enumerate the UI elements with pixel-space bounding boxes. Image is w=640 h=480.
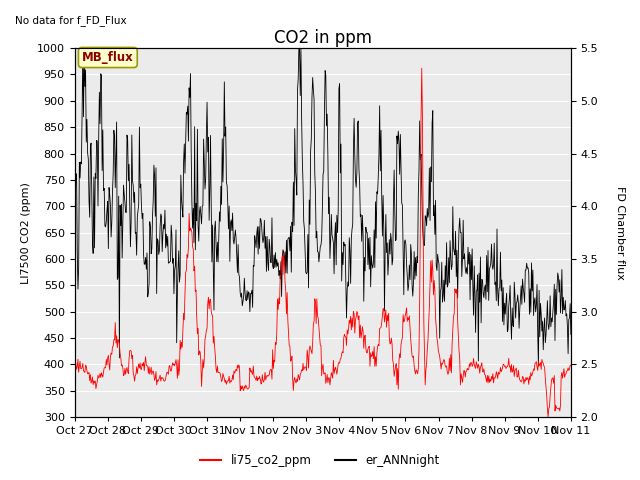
Legend: li75_co2_ppm, er_ANNnight: li75_co2_ppm, er_ANNnight [195,449,445,472]
Text: No data for f_FD_Flux: No data for f_FD_Flux [15,15,127,26]
Y-axis label: FD Chamber flux: FD Chamber flux [615,186,625,279]
Y-axis label: LI7500 CO2 (ppm): LI7500 CO2 (ppm) [21,182,31,284]
Title: CO2 in ppm: CO2 in ppm [274,28,372,47]
Text: MB_flux: MB_flux [82,51,134,64]
